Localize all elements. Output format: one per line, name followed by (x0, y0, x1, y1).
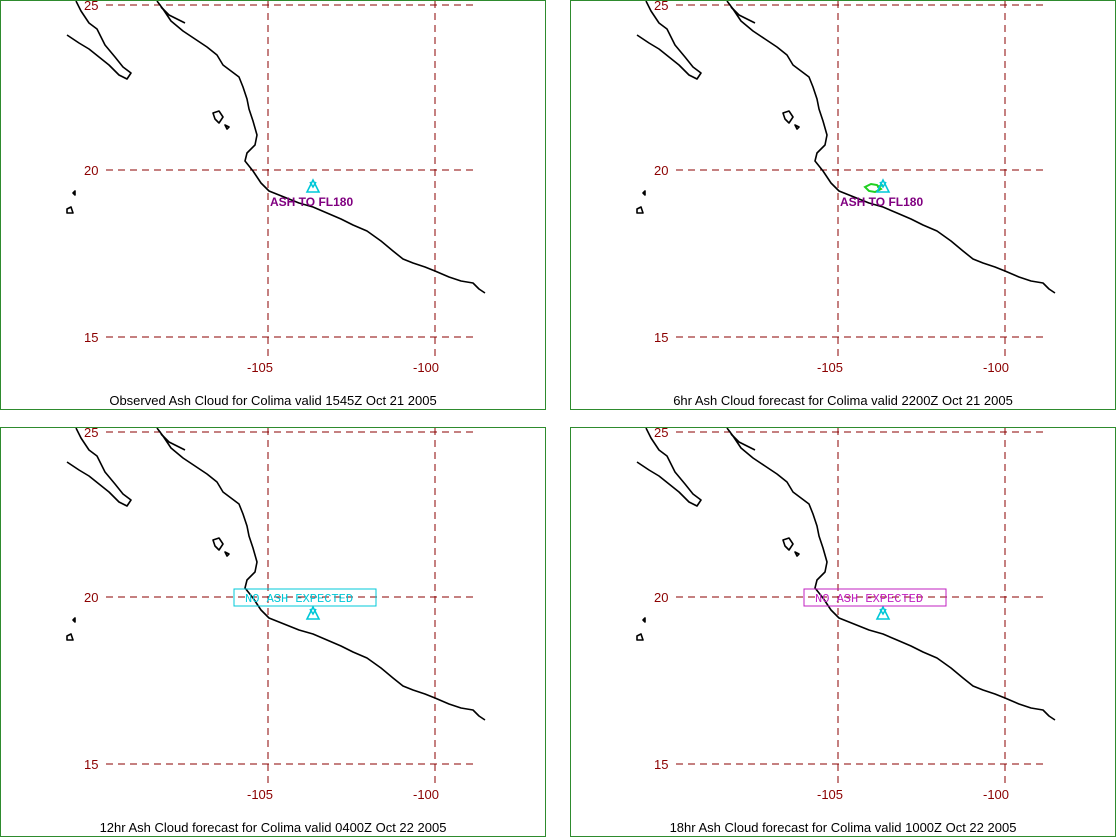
lat-label-20: 20 (654, 163, 668, 178)
lat-label-25: 25 (84, 428, 98, 440)
mainland-coast (156, 1, 486, 294)
baja-gulf-coast (160, 433, 186, 451)
lat-label-25: 25 (84, 1, 98, 13)
island-4 (72, 617, 76, 623)
lat-label-25: 25 (654, 1, 668, 13)
lon-label-100: -100 (983, 360, 1009, 375)
volcano-icon (305, 605, 321, 620)
lat-label-15: 15 (84, 330, 98, 345)
panel-caption: 6hr Ash Cloud forecast for Colima valid … (673, 393, 1013, 408)
baja-coast (636, 1, 702, 80)
baja-coast (66, 428, 132, 507)
lat-label-15: 15 (654, 757, 668, 772)
lon-label-105: -105 (817, 360, 843, 375)
map-panel-4: 25 20 15 -105 -100 (570, 427, 1116, 837)
baja-coast (66, 1, 132, 80)
baja-gulf-coast (730, 433, 756, 451)
baja-coast (636, 428, 702, 507)
island-1 (782, 110, 794, 124)
coastline (636, 428, 1056, 721)
lon-label-105: -105 (247, 360, 273, 375)
grid-lines (676, 1, 1046, 361)
coastline (636, 1, 1056, 294)
ash-label: ASH TO FL180 (840, 195, 923, 209)
map-panel-2: 25 20 15 -105 -100 (570, 0, 1116, 410)
no-ash-text: NO ASH EXPECTED (815, 592, 923, 606)
no-ash-box: NO ASH EXPECTED (803, 588, 947, 607)
island-1 (782, 537, 794, 551)
ash-label: ASH TO FL180 (270, 195, 353, 209)
baja-gulf-coast (730, 6, 756, 24)
lat-label-15: 15 (84, 757, 98, 772)
panel-caption: 18hr Ash Cloud forecast for Colima valid… (669, 820, 1017, 835)
lon-label-105: -105 (817, 787, 843, 802)
map-svg: 25 20 15 -105 -100 (636, 1, 1056, 375)
no-ash-box: NO ASH EXPECTED (233, 588, 377, 607)
island-1 (212, 537, 224, 551)
panel-caption: Observed Ash Cloud for Colima valid 1545… (109, 393, 437, 408)
island-4 (642, 617, 646, 623)
lat-label-20: 20 (84, 163, 98, 178)
volcano-icon (305, 178, 321, 193)
island-4 (642, 190, 646, 196)
coastline (66, 1, 486, 294)
island-2 (224, 124, 230, 130)
map-svg: 25 20 15 -105 -100 (66, 428, 486, 802)
island-2 (794, 124, 800, 130)
lat-label-20: 20 (84, 590, 98, 605)
map-panel-3: 25 20 15 -105 -100 (0, 427, 546, 837)
grid-lines (676, 428, 1046, 788)
island-2 (794, 551, 800, 557)
lon-label-100: -100 (983, 787, 1009, 802)
island-3 (66, 206, 74, 214)
map-panel-1: 25 20 15 -105 -100 (0, 0, 546, 410)
island-1 (212, 110, 224, 124)
grid-lines (106, 1, 476, 361)
no-ash-text: NO ASH EXPECTED (245, 592, 353, 606)
island-3 (636, 633, 644, 641)
baja-gulf-coast (160, 6, 186, 24)
mainland-coast (726, 428, 1056, 721)
island-2 (224, 551, 230, 557)
grid-lines (106, 428, 476, 788)
map-svg: 25 20 15 -105 -100 (66, 1, 486, 375)
panel-caption: 12hr Ash Cloud forecast for Colima valid… (99, 820, 447, 835)
volcano-icon (875, 605, 891, 620)
lat-label-15: 15 (654, 330, 668, 345)
island-4 (72, 190, 76, 196)
island-3 (66, 633, 74, 641)
lon-label-105: -105 (247, 787, 273, 802)
mainland-coast (156, 428, 486, 721)
mainland-coast (726, 1, 1056, 294)
volcano-icon (875, 178, 891, 193)
lat-label-25: 25 (654, 428, 668, 440)
island-3 (636, 206, 644, 214)
lon-label-100: -100 (413, 787, 439, 802)
coastline (66, 428, 486, 721)
lon-label-100: -100 (413, 360, 439, 375)
lat-label-20: 20 (654, 590, 668, 605)
map-svg: 25 20 15 -105 -100 (636, 428, 1056, 802)
